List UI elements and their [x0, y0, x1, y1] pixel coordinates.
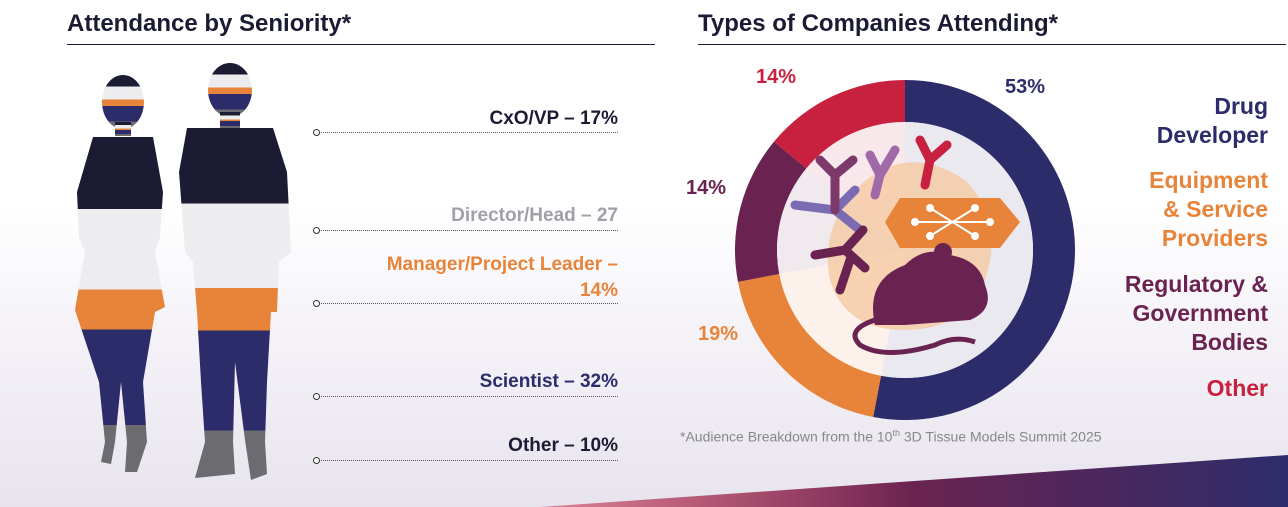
- donut-slice-other: [774, 80, 905, 169]
- seniority-label-manager-pct: 14%: [579, 280, 618, 301]
- legend-equipment: Equipment & Service Providers: [1048, 166, 1268, 253]
- leader-line: [316, 460, 618, 461]
- legend-drug: Drug Developer: [1048, 92, 1268, 150]
- donut-slice-regulatory-government-bodies: [735, 141, 807, 282]
- donut-slice-equipment-service-providers: [738, 273, 882, 417]
- leader-dot: [313, 129, 320, 136]
- legend-regulatory-line3: Bodies: [1191, 329, 1268, 355]
- company-types-title: Types of Companies Attending*: [698, 10, 1286, 45]
- legend-drug-line1: Drug: [1214, 93, 1268, 119]
- seniority-label-scientist: Scientist – 32%: [479, 371, 618, 392]
- leader-line: [316, 230, 618, 231]
- footnote-pre: *Audience Breakdown from the 10: [680, 428, 893, 445]
- legend-equipment-line2: & Service: [1163, 196, 1268, 222]
- legend-regulatory-line1: Regulatory &: [1124, 271, 1268, 297]
- seniority-label-director: Director/Head – 27: [451, 205, 618, 226]
- leader-line: [316, 132, 618, 133]
- donut-label-regulatory: 14%: [686, 177, 727, 199]
- leader-line: [316, 396, 618, 397]
- legend-other: Other: [1206, 375, 1268, 401]
- donut-label-drug: 53%: [1005, 76, 1046, 98]
- legend-equipment-line3: Providers: [1161, 225, 1268, 251]
- seniority-label-other: Other – 10%: [508, 435, 618, 456]
- lab-illustration: [790, 135, 1020, 355]
- footnote: *Audience Breakdown from the 10th 3D Tis…: [680, 428, 1102, 445]
- legend-regulatory-line2: Government: [1132, 300, 1268, 326]
- leader-dot: [313, 457, 320, 464]
- leader-line: [316, 303, 618, 304]
- legend-regulatory: Regulatory & Government Bodies: [1048, 270, 1268, 357]
- leader-dot: [313, 227, 320, 234]
- leader-dot: [313, 300, 320, 307]
- seniority-label-manager: Manager/Project Leader –: [386, 254, 618, 275]
- footnote-sup: th: [892, 428, 900, 438]
- footnote-post: 3D Tissue Models Summit 2025: [899, 428, 1102, 445]
- donut-label-equipment: 19%: [698, 323, 739, 345]
- donut-label-other: 14%: [756, 66, 797, 88]
- seniority-label-cxo: CxO/VP – 17%: [489, 108, 618, 129]
- legend-drug-line2: Developer: [1156, 122, 1268, 148]
- leader-dot: [313, 393, 320, 400]
- seniority-title: Attendance by Seniority*: [67, 10, 655, 45]
- legend-equipment-line1: Equipment: [1149, 167, 1268, 193]
- donut-slice-drug-developer: [873, 80, 1075, 420]
- seniority-silhouettes: [75, 63, 291, 480]
- company-types-donut: [735, 80, 1075, 420]
